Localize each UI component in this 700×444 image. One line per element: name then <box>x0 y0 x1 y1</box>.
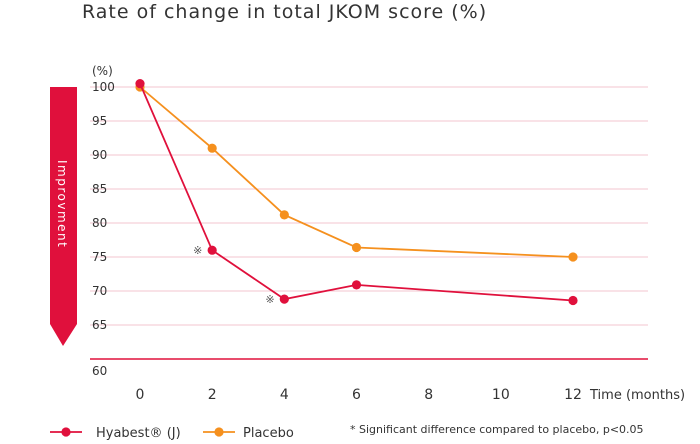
x-tick-0: 0 <box>136 387 145 403</box>
legend-label-hyabest: Hyabest® (J) <box>96 426 181 440</box>
y-tick-90: 90 <box>92 148 107 162</box>
x-tick-6: 6 <box>352 387 361 403</box>
y-tick-85: 85 <box>92 182 107 196</box>
x-tick-12: 12 <box>564 387 582 403</box>
improvement-arrow-shape <box>50 87 77 346</box>
y-tick-65: 65 <box>92 318 107 332</box>
placebo-point-4 <box>279 210 289 220</box>
y-tick-95: 95 <box>92 114 107 128</box>
y-tick-75: 75 <box>92 250 107 264</box>
legend: Hyabest® (J) Placebo <box>50 426 294 441</box>
placebo-point-2 <box>207 143 217 153</box>
placebo-point-12 <box>568 252 578 262</box>
hyabest-point-0 <box>135 79 145 89</box>
x-tick-2: 2 <box>208 387 217 403</box>
series-layer: ※※ <box>135 79 578 306</box>
hyabest-significance-mark-2: ※ <box>193 244 202 257</box>
x-axis-label: Time (months) <box>589 388 685 403</box>
chart-title: Rate of change in total JKOM score (%) <box>82 1 487 23</box>
hyabest-point-2 <box>207 245 217 255</box>
improvement-label: Improvment <box>55 160 69 248</box>
y-tick-80: 80 <box>92 216 107 230</box>
x-tick-4: 4 <box>280 387 289 403</box>
hyabest-point-6 <box>351 280 362 290</box>
y-tick-70: 70 <box>92 284 107 298</box>
hyabest-point-4 <box>279 294 289 304</box>
legend-label-placebo: Placebo <box>243 426 294 440</box>
hyabest-point-12 <box>568 295 578 306</box>
x-tick-8: 8 <box>424 387 433 403</box>
hyabest-series-line <box>139 83 574 302</box>
legend-marker-hyabest <box>61 427 71 437</box>
footnote: * Significant difference compared to pla… <box>350 423 644 436</box>
legend-marker-placebo <box>214 427 224 437</box>
hyabest-significance-mark-4: ※ <box>265 293 274 306</box>
improvement-arrow: Improvment <box>50 87 77 346</box>
y-tick-100: 100 <box>92 80 115 94</box>
x-tick-labels: 0 2 4 6 8 10 12 <box>136 387 582 403</box>
grid-lines <box>90 86 648 360</box>
y-axis-unit-label: (%) <box>92 64 113 78</box>
y-tick-labels: 60 65 70 75 80 85 90 95 100 <box>92 80 115 378</box>
placebo-point-6 <box>351 242 362 253</box>
y-tick-60: 60 <box>92 364 107 378</box>
x-tick-10: 10 <box>492 387 510 403</box>
